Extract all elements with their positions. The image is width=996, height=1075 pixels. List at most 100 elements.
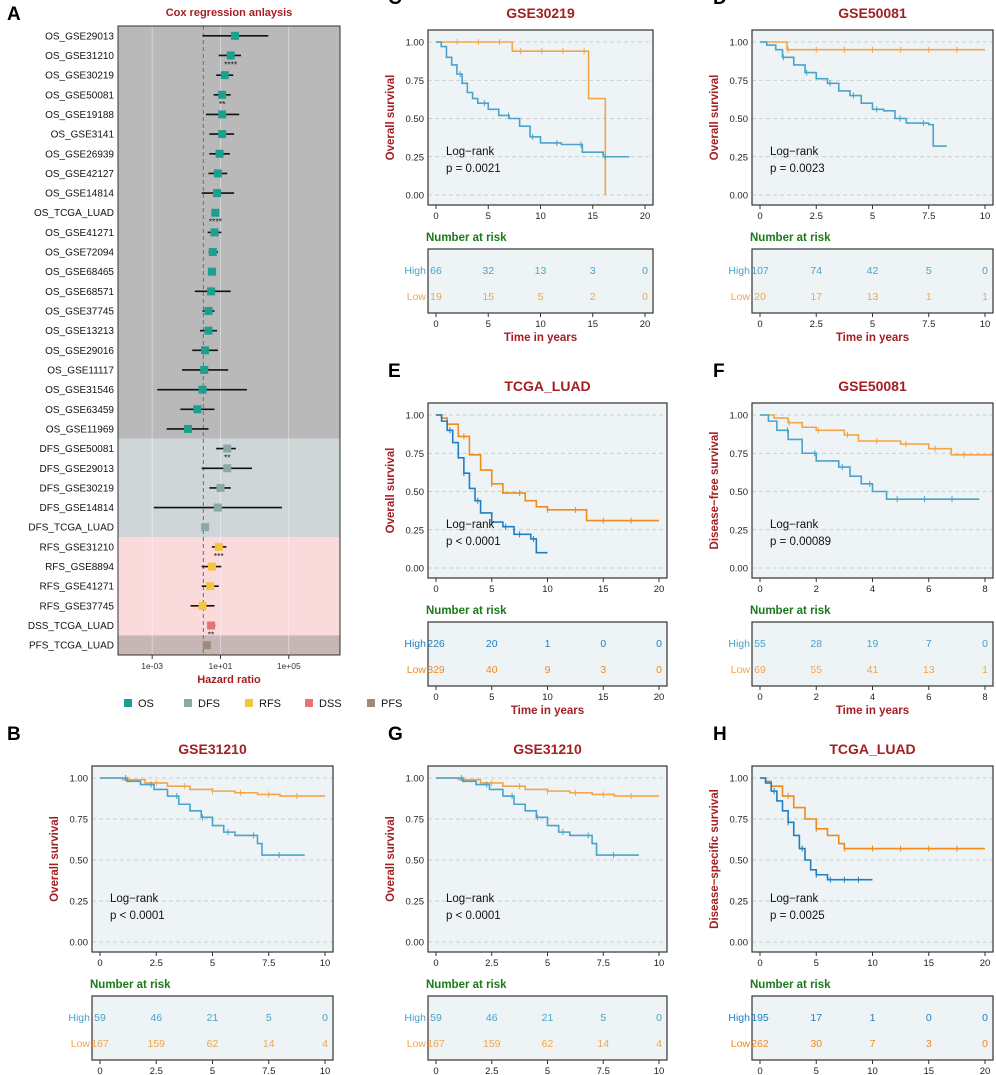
forest-hr-marker xyxy=(213,503,222,512)
forest-title: Cox regression anlaysis xyxy=(166,7,293,19)
risk-row-label-low: Low xyxy=(407,664,427,676)
risk-value-low: 69 xyxy=(754,664,766,676)
km-xtick-label: 7.5 xyxy=(262,958,275,969)
forest-row-label: OS_TCGA_LUAD xyxy=(34,208,114,219)
panel-label-d: D xyxy=(713,0,727,9)
km-ytick-label: 1.00 xyxy=(730,774,749,785)
panel-a: A Cox regression anlaysis OS_GSE29013 OS_GS… xyxy=(7,4,402,710)
km-ytick-label: 0.00 xyxy=(406,938,425,949)
km-title: GSE50081 xyxy=(838,5,907,21)
risk-value-low: 4 xyxy=(322,1038,328,1050)
forest-row-label: OS_GSE72094 xyxy=(45,248,114,259)
forest-hr-marker xyxy=(208,248,217,257)
km-ytick-label: 0.00 xyxy=(406,564,425,575)
forest-hr-marker xyxy=(184,424,193,433)
risk-row-label-low: Low xyxy=(731,1038,751,1050)
risk-value-high: 66 xyxy=(430,265,442,277)
risk-value-high: 55 xyxy=(754,638,766,650)
risk-value-high: 46 xyxy=(150,1012,162,1024)
km-ytick-label: 0.75 xyxy=(730,815,749,826)
km-xtick-label: 5 xyxy=(210,958,215,969)
risk-value-low: 13 xyxy=(867,291,879,303)
forest-hr-marker xyxy=(218,110,227,119)
km-ytick-label: 0.25 xyxy=(406,152,425,163)
risk-xtick-label: 0 xyxy=(433,319,438,330)
panel-label-c: C xyxy=(388,0,402,9)
forest-sig-label: ** xyxy=(224,453,231,463)
legend-label-dfs: DFS xyxy=(198,698,220,710)
risk-value-high: 226 xyxy=(427,638,445,650)
risk-value-high: 59 xyxy=(94,1012,106,1024)
forest-sig-label: ** xyxy=(219,99,226,109)
forest-row-label: PFS_TCGA_LUAD xyxy=(29,641,114,652)
risk-value-low: 14 xyxy=(263,1038,275,1050)
km-ylabel: Overall survival xyxy=(385,448,397,534)
risk-value-low: 7 xyxy=(870,1038,876,1050)
km-pvalue: p < 0.0001 xyxy=(446,910,501,922)
km-curve-low xyxy=(760,41,985,51)
risk-value-high: 19 xyxy=(867,638,879,650)
forest-row-label: RFS_GSE41271 xyxy=(40,582,115,593)
forest-hr-marker xyxy=(210,228,219,237)
km-ytick-label: 0.75 xyxy=(406,449,425,460)
risk-xtick-label: 0 xyxy=(757,1066,762,1075)
forest-row-label: OS_GSE41271 xyxy=(45,228,114,239)
km-curve-high xyxy=(100,777,305,856)
risk-value-high: 59 xyxy=(430,1012,442,1024)
risk-title: Number at risk xyxy=(426,232,507,244)
km-xtick-label: 2.5 xyxy=(810,211,823,222)
forest-row-label: RFS_GSE31210 xyxy=(40,542,115,553)
km-ytick-label: 0.00 xyxy=(70,938,89,949)
risk-xtick-label: 2.5 xyxy=(810,319,823,330)
risk-value-low: 19 xyxy=(430,291,442,303)
km-title: TCGA_LUAD xyxy=(829,741,915,757)
risk-title: Number at risk xyxy=(750,232,831,244)
forest-row-label: DFS_GSE14814 xyxy=(40,503,115,514)
risk-row-label-high: High xyxy=(728,1012,750,1024)
forest-frame xyxy=(117,25,341,656)
risk-row-label-high: High xyxy=(404,638,426,650)
km-curve-low xyxy=(100,777,325,797)
band-dss xyxy=(118,615,340,636)
km-ytick-label: 1.00 xyxy=(70,774,89,785)
legend-swatch-dss xyxy=(305,699,313,707)
km-ytick-label: 0.00 xyxy=(730,191,749,202)
risk-title: Number at risk xyxy=(750,605,831,617)
forest-sig-label: ** xyxy=(208,630,215,640)
km-curve-low xyxy=(436,41,607,195)
km-logrank-label: Log−rank xyxy=(446,893,495,905)
risk-xtick-label: 2.5 xyxy=(150,1066,163,1075)
forest-row-label: OS_GSE31546 xyxy=(45,385,114,396)
forest-hr-marker xyxy=(207,562,216,571)
risk-xtick-label: 7.5 xyxy=(597,1066,610,1075)
risk-xtick-label: 15 xyxy=(587,319,598,330)
forest-hr-marker xyxy=(213,169,222,178)
km-ytick-label: 1.00 xyxy=(730,411,749,422)
risk-value-low: 5 xyxy=(538,291,544,303)
km-ytick-label: 0.50 xyxy=(406,114,425,125)
km-ytick-label: 0.25 xyxy=(70,897,89,908)
forest-row-label: OS_GSE68465 xyxy=(45,267,114,278)
risk-value-low: 4 xyxy=(656,1038,662,1050)
risk-xtick-label: 10 xyxy=(867,1066,878,1075)
km-ytick-label: 1.00 xyxy=(406,774,425,785)
risk-value-high: 13 xyxy=(535,265,547,277)
forest-row-label: DFS_GSE30219 xyxy=(40,483,115,494)
risk-xtick-label: 20 xyxy=(654,692,665,703)
km-ytick-label: 0.75 xyxy=(70,815,89,826)
km-logrank-label: Log−rank xyxy=(770,146,819,158)
risk-value-high: 0 xyxy=(656,1012,662,1024)
km-ylabel: Overall survival xyxy=(49,816,61,902)
km-pvalue: p = 0.00089 xyxy=(770,536,831,548)
km-ytick-label: 0.50 xyxy=(406,487,425,498)
risk-xtick-label: 15 xyxy=(598,692,609,703)
km-pvalue: p = 0.0021 xyxy=(446,163,501,175)
panel-c: CGSE302190.000.250.500.751.0005101520Ove… xyxy=(385,0,654,344)
km-ytick-label: 0.00 xyxy=(406,191,425,202)
legend-swatch-dfs xyxy=(184,699,192,707)
forest-sig-label: *** xyxy=(214,551,225,561)
legend-label-dss: DSS xyxy=(319,698,342,710)
forest-row-label: RFS_GSE37745 xyxy=(40,601,115,612)
km-xtick-label: 0 xyxy=(757,211,762,222)
